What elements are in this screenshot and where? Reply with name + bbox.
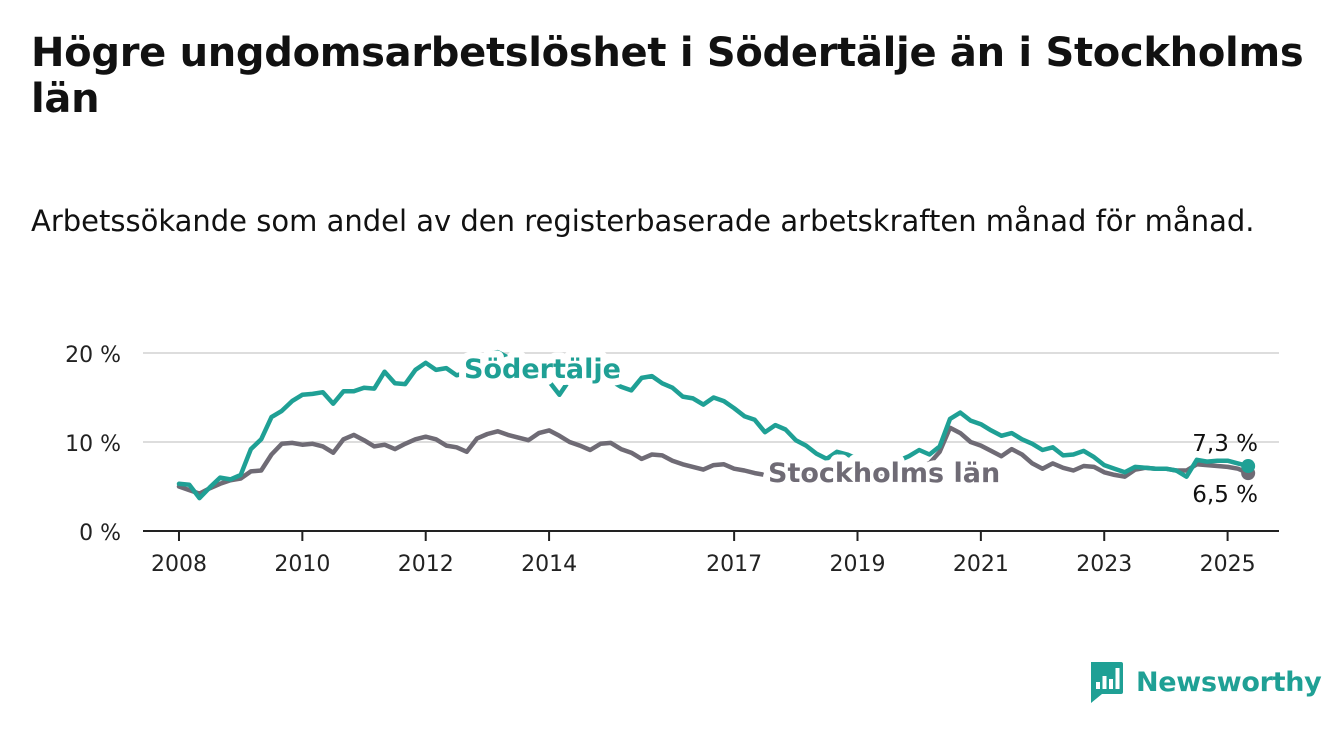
sodertalje-end-label: 7,3 %	[1192, 431, 1258, 457]
stockholm-series-label-halo: Stockholms län	[768, 458, 1000, 489]
x-tick-label: 2023	[1076, 552, 1132, 577]
stockholm-end-label: 6,5 %	[1192, 482, 1258, 508]
y-tick-label: 0 %	[79, 521, 121, 546]
y-tick-label: 10 %	[65, 432, 121, 457]
x-tick-label: 2010	[274, 552, 330, 577]
x-tick-label: 2012	[398, 552, 454, 577]
stockholm-line	[176, 425, 1251, 496]
sodertalje-end-dot	[1241, 459, 1256, 474]
x-tick-label: 2008	[151, 552, 207, 577]
newsworthy-logo: Newsworthy	[1088, 660, 1322, 704]
axes: 0 % 10 % 20 % 2008 2010 2012 2014 2017 2019 2021 2…	[65, 343, 1279, 577]
chart-subtitle: Arbetssökande som andel av den registerb…	[31, 204, 1255, 238]
series-lines	[176, 349, 1256, 501]
chart-title: Högre ungdomsarbetslöshet i Södertälje ä…	[31, 30, 1304, 122]
x-tick-label: 2017	[706, 552, 762, 577]
stockholm-series-label: Stockholms län	[768, 458, 1000, 489]
sodertalje-line	[176, 349, 1251, 501]
newsworthy-chart-icon	[1091, 662, 1123, 703]
sodertalje-series-label-halo: Södertälje	[464, 354, 621, 385]
x-tick-label: 2021	[953, 552, 1009, 577]
x-tick-label: 2014	[521, 552, 577, 577]
x-tick-label: 2019	[829, 552, 885, 577]
y-tick-label: 20 %	[65, 343, 121, 368]
grid-lines	[143, 352, 1279, 443]
sodertalje-series-label: Södertälje	[464, 354, 621, 385]
x-tick-label: 2025	[1200, 552, 1256, 577]
logo-text: Newsworthy	[1136, 666, 1322, 698]
